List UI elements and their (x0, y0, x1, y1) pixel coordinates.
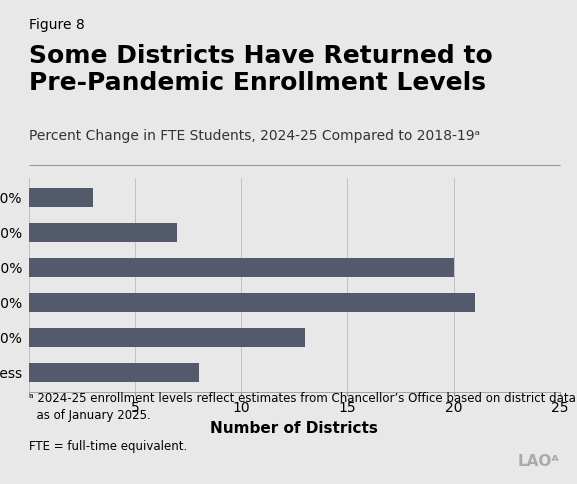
X-axis label: Number of Districts: Number of Districts (211, 421, 378, 436)
Bar (29, 188, 92, 207)
Bar (29, 223, 178, 242)
Text: ᵃ 2024-25 enrollment levels reflect estimates from Chancellor’s Office based on : ᵃ 2024-25 enrollment levels reflect esti… (29, 392, 577, 422)
Text: Some Districts Have Returned to
Pre-Pandemic Enrollment Levels: Some Districts Have Returned to Pre-Pand… (29, 44, 493, 95)
Text: FTE = full-time equivalent.: FTE = full-time equivalent. (29, 440, 187, 453)
Text: Percent Change in FTE Students, 2024-25 Compared to 2018-19ᵃ: Percent Change in FTE Students, 2024-25 … (29, 129, 480, 143)
Bar (29, 363, 198, 382)
Text: LAOᴬ: LAOᴬ (518, 454, 560, 469)
Bar (29, 293, 475, 312)
Text: Figure 8: Figure 8 (29, 18, 85, 32)
Bar (29, 328, 305, 348)
Bar (29, 258, 454, 277)
